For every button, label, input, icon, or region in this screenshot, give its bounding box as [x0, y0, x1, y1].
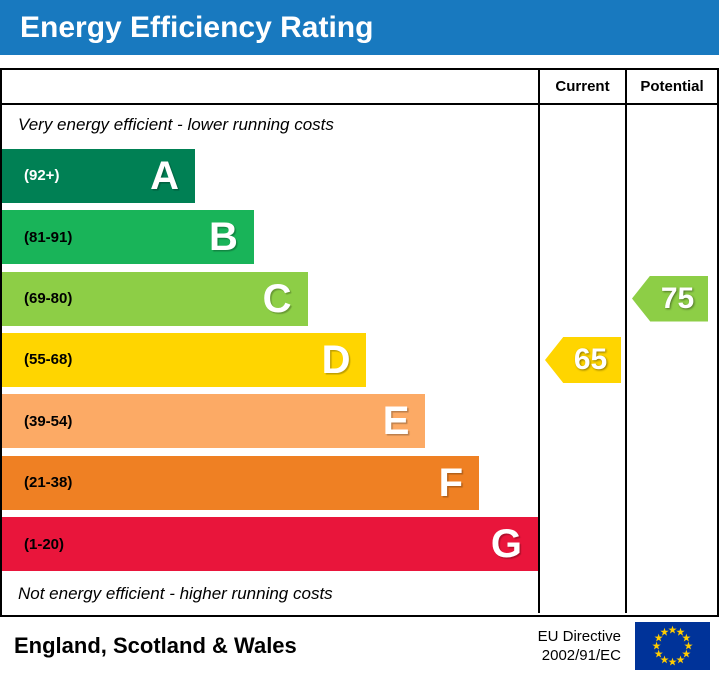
eu-directive-label: EU Directive 2002/91/EC [538, 627, 621, 666]
potential-rating-arrow: 75 [632, 275, 708, 322]
band-range-label: (21-38) [24, 474, 73, 492]
current-rating-arrow: 65 [545, 336, 621, 383]
bottom-note: Not energy efficient - higher running co… [18, 584, 333, 603]
band-row-e: (39-54) E [2, 391, 538, 452]
band-row-c: (69-80) C [2, 268, 538, 329]
current-column: 65 [538, 105, 625, 613]
current-column-header: Current [538, 70, 625, 103]
page-title: Energy Efficiency Rating [20, 10, 374, 44]
band-letter: B [209, 215, 238, 260]
band-letter: D [321, 337, 351, 382]
footer: England, Scotland & Wales EU Directive 2… [0, 617, 719, 675]
band-range-label: (69-80) [24, 290, 73, 308]
band-bar-g: (1-20) G [2, 517, 538, 572]
bands-area: Very energy efficient - lower running co… [2, 105, 538, 613]
band-row-b: (81-91) B [2, 206, 538, 267]
band-bar-f: (21-38) F [2, 455, 480, 510]
band-range-label: (39-54) [24, 412, 73, 430]
band-bar-a: (92+) A [2, 148, 195, 203]
band-row-f: (21-38) F [2, 452, 538, 513]
current-rating-value: 65 [573, 342, 608, 376]
band-range-label: (92+) [24, 167, 60, 185]
header-spacer [2, 70, 538, 103]
band-range-label: (1-20) [24, 535, 65, 553]
eu-directive-line1: EU Directive [537, 627, 621, 645]
eu-directive-line2: 2002/91/EC [541, 647, 621, 664]
bands-list: (92+) A (81-91) B (69-80) C [2, 145, 538, 575]
top-note: Very energy efficient - lower running co… [18, 115, 334, 134]
band-letter: E [382, 399, 410, 444]
band-letter: F [438, 460, 464, 505]
potential-rating-value: 75 [660, 281, 695, 315]
chart-body: Very energy efficient - lower running co… [2, 105, 717, 613]
band-letter: A [150, 153, 179, 198]
band-bar-c: (69-80) C [2, 271, 308, 326]
band-range-label: (55-68) [24, 351, 73, 369]
band-letter: C [262, 276, 292, 321]
band-bar-d: (55-68) D [2, 332, 367, 387]
band-row-d: (55-68) D [2, 329, 538, 390]
band-row-a: (92+) A [2, 145, 538, 206]
eu-flag-icon [635, 622, 710, 670]
band-row-g: (1-20) G [2, 514, 538, 575]
potential-column: 75 [625, 105, 717, 613]
chart-header-row: Current Potential [2, 70, 717, 105]
band-bar-e: (39-54) E [2, 394, 426, 449]
region-label: England, Scotland & Wales [14, 633, 297, 658]
band-range-label: (81-91) [24, 228, 73, 246]
band-bar-b: (81-91) B [2, 210, 254, 265]
title-bar: Energy Efficiency Rating [0, 0, 719, 55]
band-letter: G [490, 522, 522, 567]
rating-chart: Current Potential Very energy efficient … [0, 68, 719, 617]
potential-column-header: Potential [625, 70, 717, 103]
